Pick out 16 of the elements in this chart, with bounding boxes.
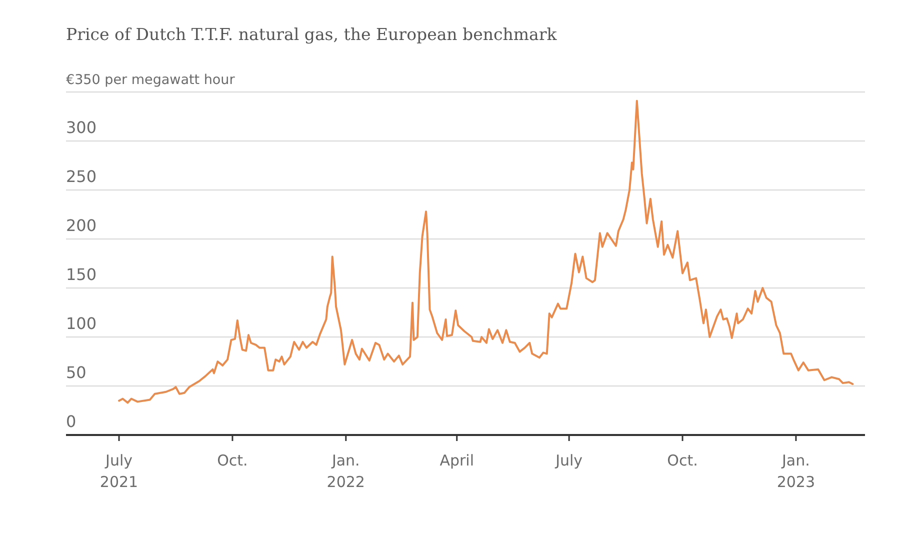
y-tick-label: 0 bbox=[66, 412, 76, 431]
x-tick-label: Oct. bbox=[217, 451, 248, 470]
y-tick-label: 200 bbox=[66, 216, 97, 235]
x-tick-label: Oct. bbox=[667, 451, 698, 470]
x-tick-label: July bbox=[554, 451, 583, 470]
x-tick-label: Jan. 2022 bbox=[326, 451, 365, 491]
x-tick-label: April bbox=[440, 451, 474, 470]
y-tick-label: 150 bbox=[66, 265, 97, 284]
y-tick-label: 50 bbox=[66, 363, 86, 382]
x-tick-label: July 2021 bbox=[100, 451, 138, 491]
chart-title: Price of Dutch T.T.F. natural gas, the European benchmark bbox=[66, 25, 557, 44]
y-tick-label: €350 per megawatt hour bbox=[66, 72, 236, 88]
x-tick-label: Jan. 2023 bbox=[776, 451, 816, 491]
y-tick-label: 250 bbox=[66, 167, 97, 186]
y-tick-label: 300 bbox=[66, 118, 97, 137]
y-tick-label: 100 bbox=[66, 314, 97, 333]
